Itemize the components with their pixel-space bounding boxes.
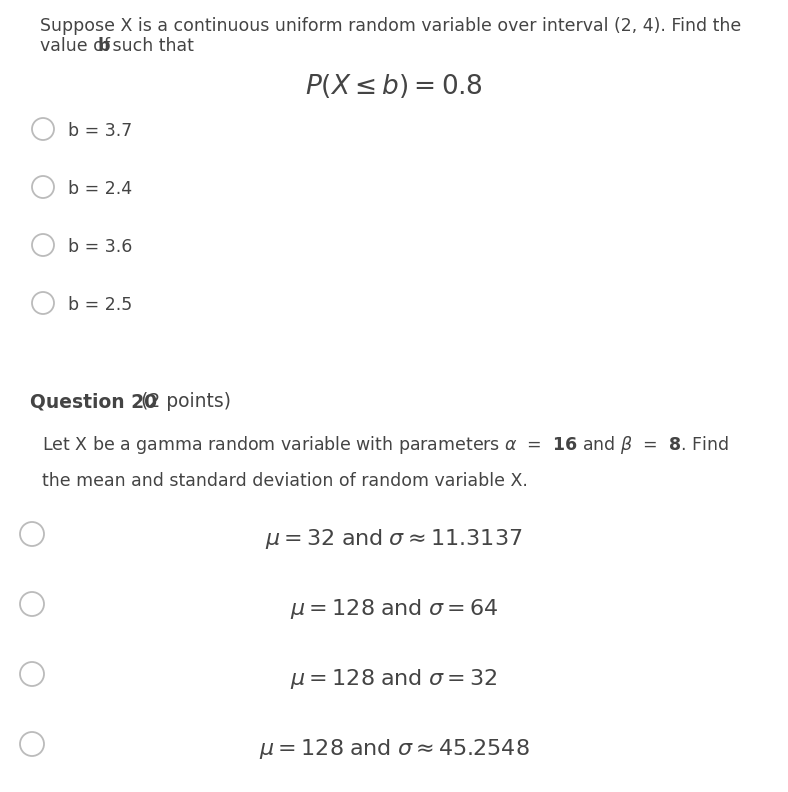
Text: $\mu = 32 \;\mathrm{and}\; \sigma \approx 11.3137$: $\mu = 32 \;\mathrm{and}\; \sigma \appro… [266,527,522,551]
Text: $\mu = 128 \;\mathrm{and}\; \sigma = 32$: $\mu = 128 \;\mathrm{and}\; \sigma = 32$ [290,667,498,691]
Text: b = 3.7: b = 3.7 [68,122,132,140]
Text: such that: such that [107,37,194,55]
Text: $\mu = 128 \;\mathrm{and}\; \sigma \approx 45.2548$: $\mu = 128 \;\mathrm{and}\; \sigma \appr… [258,737,530,761]
Text: $\mu = 128 \;\mathrm{and}\; \sigma = 64$: $\mu = 128 \;\mathrm{and}\; \sigma = 64$ [290,597,498,621]
Text: Question 20: Question 20 [30,392,157,411]
Text: b = 2.4: b = 2.4 [68,180,132,198]
Text: (2 points): (2 points) [135,392,231,411]
Text: $\mathit{P}(\mathit{X} \leq \mathit{b}) = 0.8$: $\mathit{P}(\mathit{X} \leq \mathit{b}) … [305,72,483,100]
Text: b = 2.5: b = 2.5 [68,296,132,314]
Text: Suppose X is a continuous uniform random variable over interval (2, 4). Find the: Suppose X is a continuous uniform random… [40,17,742,35]
Text: Let X be a gamma random variable with parameters $\alpha$  =  $\mathbf{16}$ and : Let X be a gamma random variable with pa… [42,434,729,456]
Text: b = 3.6: b = 3.6 [68,238,132,256]
Text: b: b [98,37,110,55]
Text: value of: value of [40,37,116,55]
Text: the mean and standard deviation of random variable X.: the mean and standard deviation of rando… [42,472,528,490]
